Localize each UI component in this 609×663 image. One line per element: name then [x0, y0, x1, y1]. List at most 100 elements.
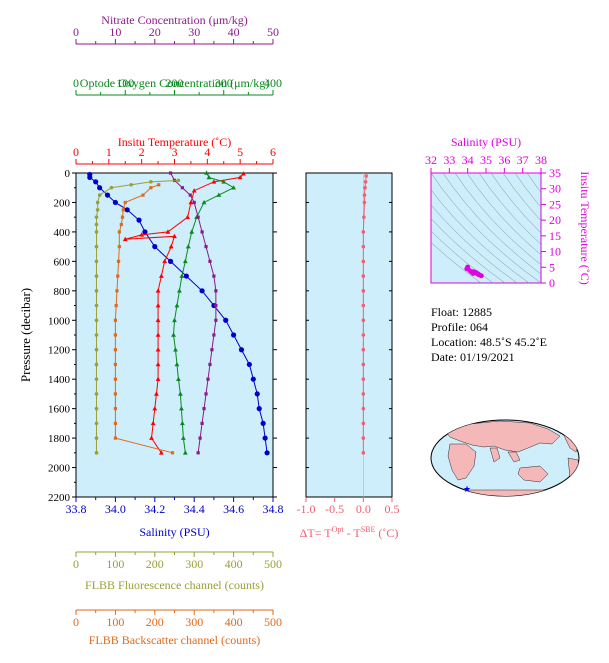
- backscatter-tick-label: 400: [225, 615, 243, 629]
- nitrate-tick-label: 10: [109, 25, 121, 39]
- backscatter-point: [149, 186, 153, 190]
- delta-t-tick-label: -0.5: [325, 502, 344, 516]
- temperature-point: [172, 233, 177, 239]
- delta-t-point: [363, 185, 367, 190]
- salinity-point: [167, 258, 174, 264]
- backscatter-tick-label: 100: [106, 615, 124, 629]
- temperature-series: [122, 171, 246, 455]
- oxygen-point: [185, 244, 191, 249]
- salinity-point: [254, 391, 260, 397]
- salinity-tick-label: 34.4: [184, 502, 205, 516]
- profile-panel: 0200400600800100012001400160018002000220…: [18, 13, 284, 647]
- backscatter-point: [117, 230, 121, 234]
- nitrate-series: [168, 171, 218, 455]
- ts-temperature-tick-label: 20: [549, 213, 561, 227]
- salinity-axis-label: Salinity (PSU): [139, 525, 209, 539]
- salinity-tick-label: 33.8: [66, 502, 87, 516]
- pressure-tick-label: 200: [54, 197, 71, 209]
- backscatter-tick-label: 0: [73, 615, 79, 629]
- nitrate-point: [206, 377, 210, 381]
- pressure-tick-label: 2000: [48, 463, 71, 475]
- oxygen-point: [204, 170, 209, 175]
- ts-point: [474, 270, 480, 276]
- delta-t-point: [362, 200, 367, 205]
- backscatter-point: [121, 208, 125, 212]
- temperature-tick-label: 0: [73, 145, 79, 159]
- temperature-axis-label: Insitu Temperature (˚C): [118, 135, 232, 149]
- temperature-tick-label: 3: [172, 145, 178, 159]
- nitrate-point: [212, 274, 216, 278]
- temperature-point: [241, 171, 246, 176]
- ts-point: [470, 269, 476, 275]
- backscatter-point: [117, 245, 121, 249]
- oxygen-tick-label: 100: [116, 76, 134, 90]
- oxygen-point: [174, 302, 180, 308]
- fluorescence-point: [129, 182, 133, 187]
- temperature-point: [211, 179, 217, 184]
- delta-t-point: [361, 303, 366, 308]
- salinity-tick-label: 34.8: [263, 502, 284, 516]
- salinity-point: [112, 199, 118, 206]
- delta-t-point: [362, 193, 367, 197]
- fluorescence-point: [109, 185, 114, 190]
- ts-salinity-tick-label: 37: [517, 153, 529, 167]
- oxygen-point: [182, 258, 188, 264]
- delta-t-point: [361, 289, 366, 293]
- salinity-point: [97, 185, 103, 191]
- temperature-tick-label: 2: [139, 145, 145, 159]
- nitrate-line: [170, 172, 217, 453]
- fluorescence-tick-label: 100: [106, 557, 124, 571]
- fluorescence-point: [94, 406, 99, 411]
- delta-t-plot-area: [305, 172, 393, 498]
- salinity-point: [93, 179, 99, 185]
- nitrate-point: [180, 186, 184, 190]
- ts-salinity-label: Salinity (PSU): [451, 135, 521, 149]
- backscatter-point: [113, 333, 117, 337]
- backscatter-point: [113, 392, 117, 396]
- fluorescence-point: [94, 362, 99, 367]
- salinity-point: [87, 174, 93, 181]
- nitrate-tick-label: 0: [73, 25, 79, 39]
- temperature-point: [152, 406, 158, 411]
- delta-t-point: [362, 215, 366, 219]
- oxygen-point: [172, 317, 177, 323]
- oxygen-point: [177, 288, 182, 293]
- float-position-marker: ★: [463, 484, 471, 494]
- oxygen-point: [189, 229, 195, 234]
- oxygen-tick-label: 200: [166, 76, 184, 90]
- salinity-point: [136, 217, 142, 223]
- oxygen-point: [182, 450, 188, 455]
- oxygen-point: [216, 192, 222, 197]
- delta-t-point: [361, 377, 366, 381]
- nitrate-point: [200, 421, 204, 425]
- nitrate-point: [214, 303, 218, 308]
- salinity-tick-label: 34.2: [144, 502, 165, 516]
- nitrate-point: [214, 289, 218, 293]
- temperature-point: [150, 420, 156, 426]
- oxygen-point: [174, 361, 180, 367]
- oxygen-tick-label: 300: [215, 76, 233, 90]
- salinity-point: [223, 317, 229, 323]
- ts-temperature-tick-label: 35: [549, 166, 561, 180]
- temperature-point: [155, 376, 161, 381]
- fluorescence-point: [94, 259, 99, 264]
- fluorescence-tick-label: 300: [185, 557, 203, 571]
- fluorescence-point: [176, 178, 181, 183]
- backscatter-point: [113, 407, 117, 411]
- fluorescence-point: [94, 222, 99, 227]
- nitrate-tick-label: 20: [149, 25, 161, 39]
- backscatter-point: [113, 318, 117, 322]
- oxygen-point: [179, 273, 185, 278]
- oxygen-tick-label: 400: [264, 76, 282, 90]
- nitrate-point: [212, 333, 216, 337]
- backscatter-point: [113, 421, 117, 425]
- fluorescence-tick-label: 0: [73, 557, 79, 571]
- pressure-tick-label: 2200: [48, 492, 71, 504]
- backscatter-point: [116, 274, 120, 278]
- ts-salinity-tick-label: 38: [535, 153, 547, 167]
- salinity-point: [183, 273, 189, 279]
- backscatter-point: [141, 193, 145, 197]
- nitrate-point: [208, 362, 212, 367]
- salinity-point: [231, 332, 237, 338]
- salinity-point: [199, 288, 205, 294]
